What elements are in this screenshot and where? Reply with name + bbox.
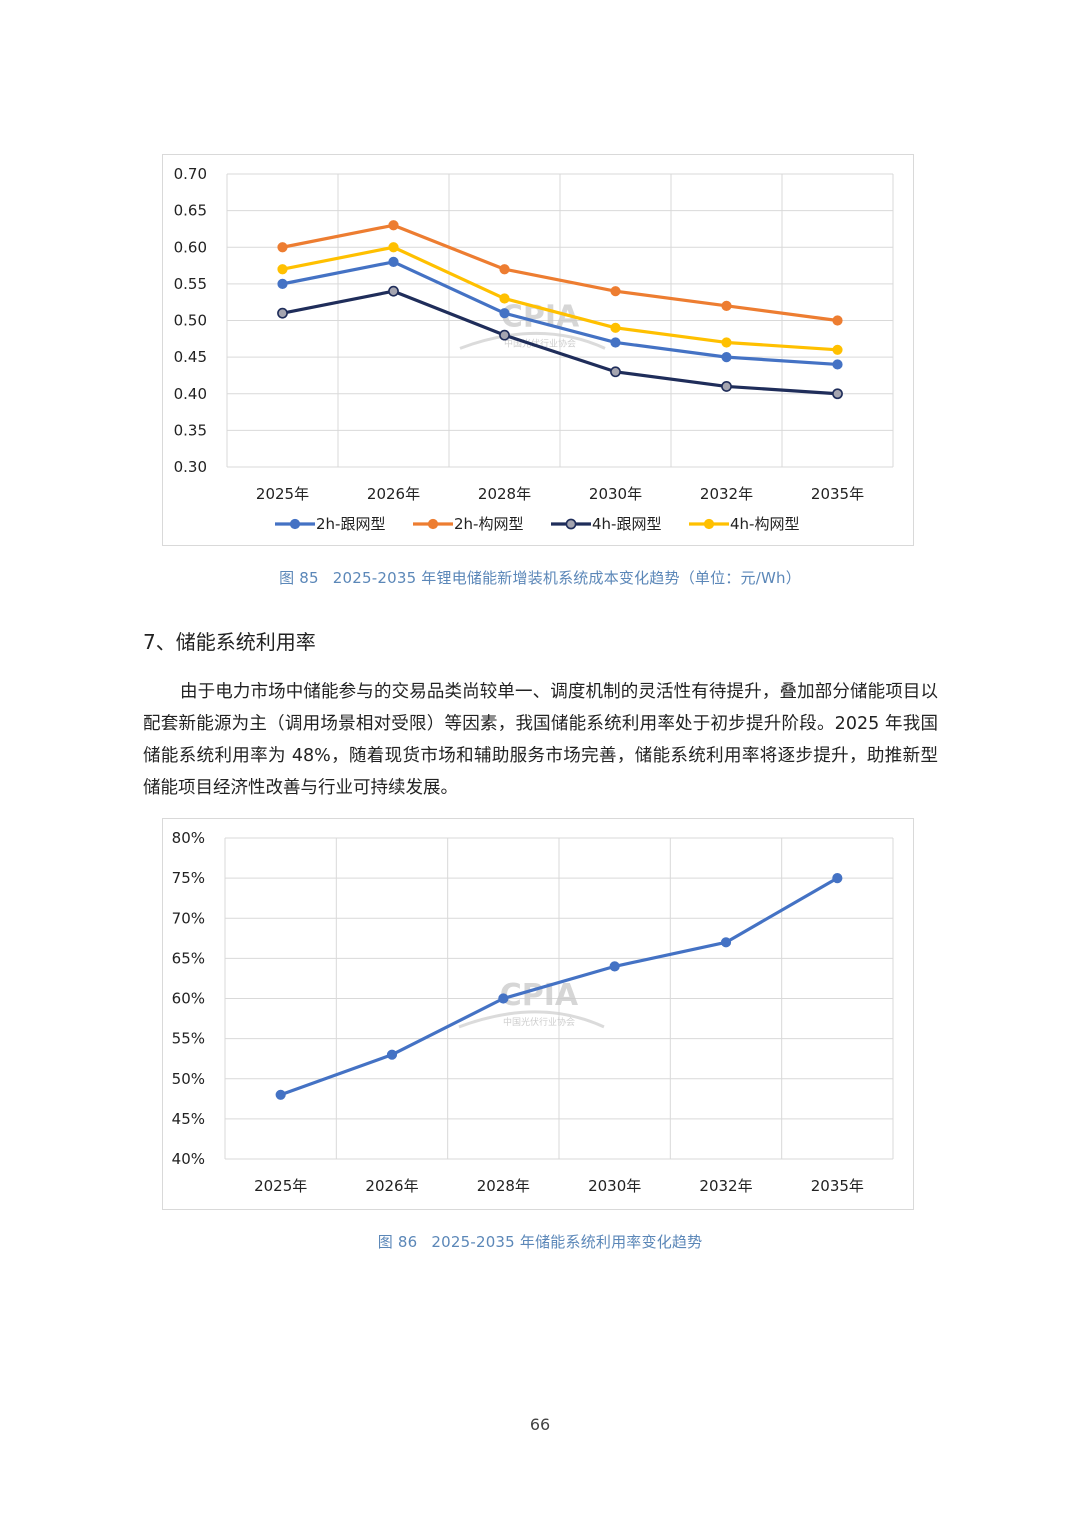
data-point: [721, 300, 732, 311]
y-tick-label: 50%: [172, 1070, 205, 1088]
legend-swatch-marker: [565, 518, 577, 530]
legend-label: 2h-跟网型: [316, 515, 385, 533]
watermark-org: 中国光伏行业协会: [503, 1016, 575, 1028]
data-point: [720, 937, 732, 948]
data-point: [721, 337, 732, 348]
y-tick-label: 0.40: [174, 385, 207, 403]
x-tick-label: 2026年: [367, 485, 420, 503]
x-tick-label: 2035年: [811, 1177, 864, 1195]
figure-85-title: 2025-2035 年锂电储能新增装机系统成本变化趋势（单位：元/Wh）: [332, 569, 801, 587]
series-line-储能系统利用率: [279, 876, 839, 1097]
y-tick-label: 0.70: [174, 165, 207, 183]
data-point: [277, 278, 288, 289]
y-tick-label: 0.65: [174, 202, 207, 220]
y-tick-label: 60%: [172, 990, 205, 1008]
x-tick-label: 2028年: [478, 485, 531, 503]
legend-swatch-marker: [289, 518, 301, 530]
y-tick-label: 0.30: [174, 458, 207, 476]
data-point: [277, 307, 288, 319]
y-tick-label: 55%: [172, 1030, 205, 1048]
watermark-swoosh: [458, 1010, 605, 1029]
legend-label: 2h-构网型: [454, 515, 523, 533]
data-point: [610, 286, 621, 297]
data-point: [499, 329, 510, 341]
series-line-4h-跟网型: [280, 289, 840, 396]
y-tick-label: 0.55: [174, 275, 207, 293]
body-paragraph: 由于电力市场中储能参与的交易品类尚较单一、调度机制的灵活性有待提升，叠加部分储能…: [143, 682, 938, 798]
x-tick-label: 2028年: [477, 1177, 530, 1195]
data-point: [609, 961, 620, 972]
data-point: [832, 315, 843, 326]
data-point: [832, 873, 843, 884]
series-line-2h-构网型: [280, 223, 840, 323]
utilization-trend-chart: 80% 75% 70% 65% 60% 55% 50% 45% 40% 2025年 2026年 202…: [162, 818, 914, 1210]
data-point: [721, 381, 732, 392]
figure-85-number: 图 85: [279, 569, 319, 587]
figure-86-number: 图 86: [377, 1233, 418, 1251]
data-point: [499, 264, 510, 275]
x-tick-label: 2032年: [700, 485, 753, 503]
y-tick-label: 0.60: [174, 238, 207, 256]
legend-label: 4h-构网型: [730, 515, 799, 533]
data-point: [275, 1089, 286, 1100]
x-tick-label: 2035年: [811, 485, 864, 503]
utilization-trend-chart-svg: 80% 75% 70% 65% 60% 55% 50% 45% 40% 2025年 2026年 202…: [172, 829, 894, 1195]
data-point: [610, 322, 621, 333]
figure-86-caption: 图 86 2025-2035 年储能系统利用率变化趋势: [0, 1231, 1080, 1252]
data-point: [277, 242, 288, 253]
y-tick-label: 0.45: [174, 348, 207, 366]
y-tick-label: 0.35: [174, 421, 207, 439]
y-tick-label: 0.50: [174, 312, 207, 330]
legend-swatch-marker: [703, 518, 715, 530]
data-point: [388, 220, 399, 231]
cost-trend-chart: 0.70 0.65 0.60 0.55 0.50 0.45 0.40 0.35 0.30 2025…: [162, 154, 914, 546]
data-point: [832, 359, 843, 370]
legend-swatch-marker: [427, 518, 439, 530]
y-tick-label: 80%: [172, 829, 205, 847]
data-point: [388, 285, 399, 297]
x-tick-label: 2032年: [699, 1177, 752, 1195]
data-point: [610, 337, 621, 348]
data-point: [499, 308, 510, 319]
x-tick-label: 2030年: [589, 485, 642, 503]
figure-86-title: 2025-2035 年储能系统利用率变化趋势: [431, 1233, 703, 1251]
y-tick-label: 70%: [172, 909, 205, 927]
data-point: [832, 344, 843, 355]
data-point: [832, 388, 843, 400]
data-point: [388, 242, 399, 253]
y-tick-label: 75%: [172, 869, 205, 887]
data-point: [277, 264, 288, 275]
data-point: [388, 256, 399, 268]
data-point: [721, 352, 732, 363]
x-tick-label: 2025年: [256, 485, 309, 503]
data-point: [499, 293, 510, 304]
legend-label: 4h-跟网型: [592, 515, 661, 533]
page-number: 66: [529, 1415, 551, 1434]
section-heading: 7、储能系统利用率: [143, 630, 316, 654]
watermark-swoosh: [459, 331, 606, 350]
x-tick-label: 2026年: [365, 1177, 418, 1195]
series-line-2h-跟网型: [280, 260, 840, 367]
series-line-4h-构网型: [280, 245, 840, 352]
x-tick-label: 2025年: [254, 1177, 307, 1195]
figure-85-caption: 图 85 2025-2035 年锂电储能新增装机系统成本变化趋势（单位：元/Wh）: [0, 567, 1080, 588]
y-tick-label: 65%: [172, 949, 205, 967]
y-tick-label: 45%: [172, 1110, 205, 1128]
data-point: [386, 1049, 398, 1060]
cost-trend-chart-svg: 0.70 0.65 0.60 0.55 0.50 0.45 0.40 0.35 0.30 2025…: [174, 165, 894, 533]
y-tick-label: 40%: [172, 1150, 205, 1168]
data-point: [498, 993, 509, 1004]
data-point: [610, 366, 621, 378]
x-tick-label: 2030年: [588, 1177, 641, 1195]
